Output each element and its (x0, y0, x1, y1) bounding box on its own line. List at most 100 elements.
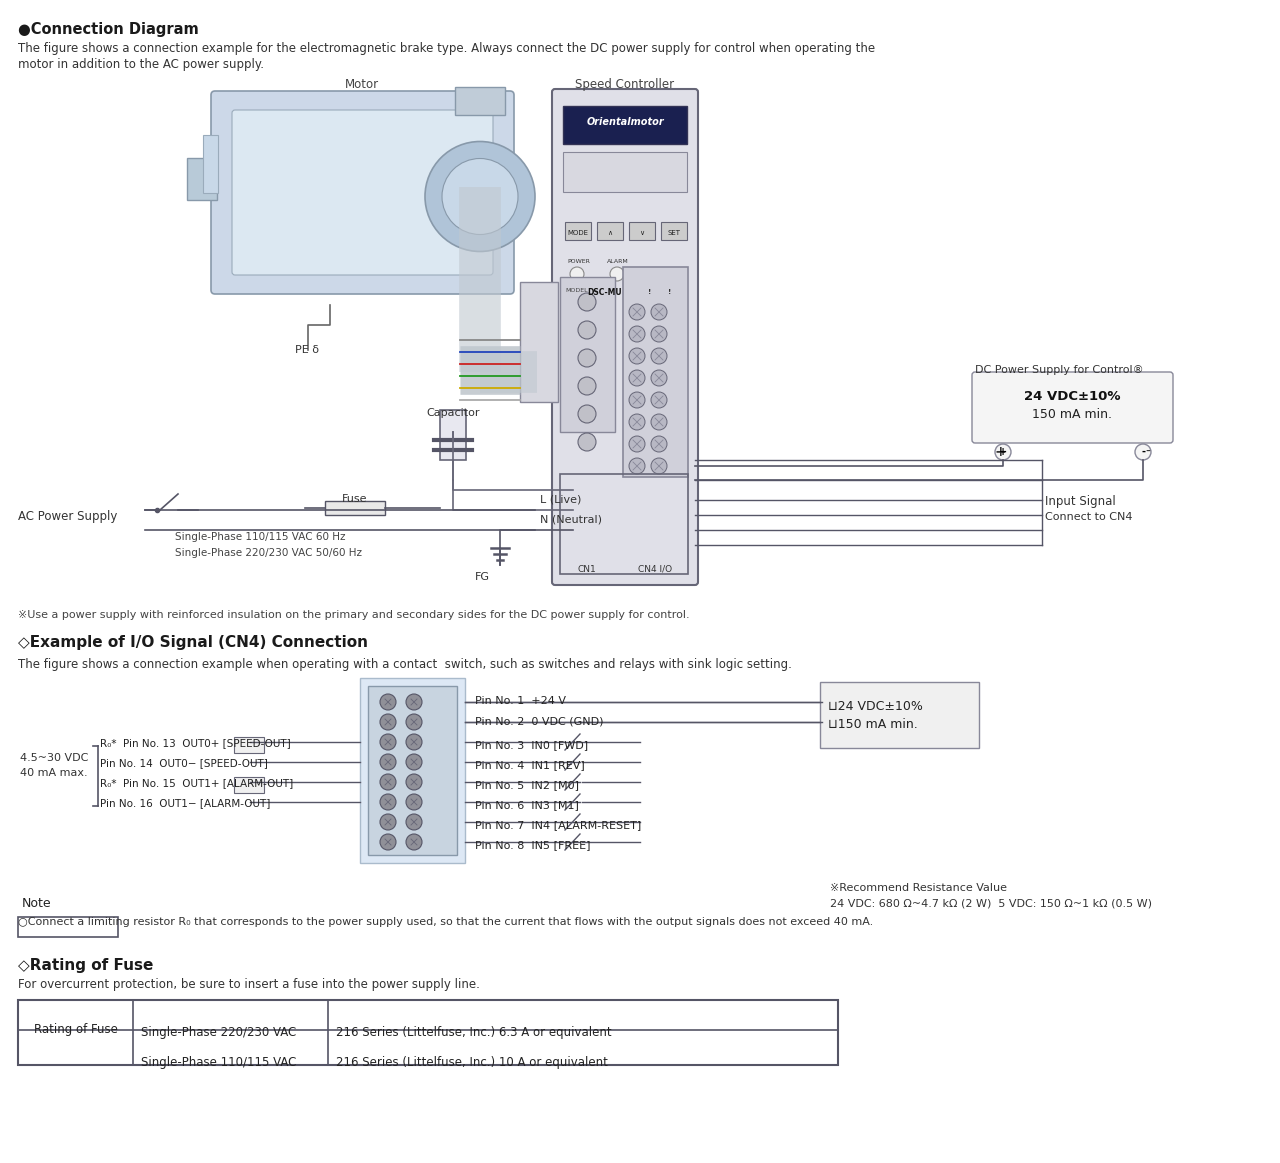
Text: R₀*  Pin No. 13  OUT0+ [SPEED-OUT]: R₀* Pin No. 13 OUT0+ [SPEED-OUT] (100, 739, 291, 748)
Circle shape (652, 304, 667, 320)
Bar (596, 222, 623, 240)
Circle shape (579, 405, 596, 423)
Bar (187, 158, 218, 200)
Bar (369, 686, 457, 855)
Text: Rating of Fuse: Rating of Fuse (33, 1023, 118, 1036)
Text: DC Power Supply for Control®: DC Power Supply for Control® (975, 365, 1143, 374)
Bar (360, 678, 465, 863)
Bar (623, 267, 689, 477)
Circle shape (425, 142, 535, 251)
Text: Motor: Motor (344, 78, 379, 91)
Text: !: ! (668, 288, 672, 295)
Text: The figure shows a connection example when operating with a contact  switch, suc: The figure shows a connection example wh… (18, 658, 792, 671)
Circle shape (652, 370, 667, 386)
Text: POWER: POWER (567, 259, 590, 264)
Circle shape (406, 775, 422, 790)
Text: ●Connection Diagram: ●Connection Diagram (18, 22, 198, 37)
Circle shape (406, 694, 422, 709)
Text: Pin No. 4  IN1 [REV]: Pin No. 4 IN1 [REV] (475, 759, 585, 770)
Text: Pin No. 3  IN0 [FWD]: Pin No. 3 IN0 [FWD] (475, 740, 588, 750)
Text: For overcurrent protection, be sure to insert a fuse into the power supply line.: For overcurrent protection, be sure to i… (18, 978, 480, 991)
Text: 216 Series (Littelfuse, Inc.) 10 A or equivalent: 216 Series (Littelfuse, Inc.) 10 A or eq… (335, 1056, 608, 1069)
FancyBboxPatch shape (211, 91, 515, 294)
Text: ∨: ∨ (640, 230, 645, 236)
Circle shape (579, 433, 596, 451)
Circle shape (406, 834, 422, 850)
Text: -: - (1140, 447, 1146, 457)
Circle shape (406, 734, 422, 750)
Bar (18, 1000, 838, 1065)
Text: ◇Example of I/O Signal (CN4) Connection: ◇Example of I/O Signal (CN4) Connection (18, 635, 369, 650)
Text: CN1: CN1 (577, 565, 596, 575)
Text: Single-Phase 220/230 VAC: Single-Phase 220/230 VAC (141, 1026, 296, 1039)
Text: ※Recommend Resistance Value: ※Recommend Resistance Value (829, 883, 1007, 893)
Bar (564, 222, 591, 240)
Text: MODE: MODE (567, 230, 589, 236)
Text: Pin No. 1  +24 V: Pin No. 1 +24 V (475, 695, 566, 706)
Text: Input Signal: Input Signal (1044, 495, 1116, 508)
Text: L (Live): L (Live) (540, 494, 581, 504)
Text: Capacitor: Capacitor (426, 408, 480, 418)
Text: ○Connect a limiting resistor R₀ that corresponds to the power supply used, so th: ○Connect a limiting resistor R₀ that cor… (18, 916, 873, 927)
Circle shape (628, 326, 645, 342)
FancyBboxPatch shape (552, 90, 698, 585)
Text: Pin No. 16  OUT1− [ALARM-OUT]: Pin No. 16 OUT1− [ALARM-OUT] (100, 798, 270, 808)
Text: SET: SET (667, 230, 681, 236)
Text: Note: Note (22, 897, 51, 909)
Bar (454, 87, 506, 115)
Text: Fuse: Fuse (342, 494, 367, 504)
Circle shape (380, 694, 396, 709)
Text: AC Power Supply: AC Power Supply (18, 511, 118, 523)
Text: Pin No. 8  IN5 [FREE]: Pin No. 8 IN5 [FREE] (475, 840, 590, 850)
Text: Pin No. 14  OUT0− [SPEED-OUT]: Pin No. 14 OUT0− [SPEED-OUT] (100, 758, 268, 768)
FancyBboxPatch shape (820, 682, 979, 748)
Circle shape (380, 734, 396, 750)
Text: Connect to CN4: Connect to CN4 (1044, 512, 1133, 522)
Text: The figure shows a connection example for the electromagnetic brake type. Always: The figure shows a connection example fo… (18, 42, 876, 55)
Circle shape (380, 834, 396, 850)
Circle shape (628, 414, 645, 430)
Polygon shape (639, 276, 660, 292)
Text: MODEL: MODEL (564, 288, 588, 293)
Text: ◇Rating of Fuse: ◇Rating of Fuse (18, 958, 154, 973)
Bar (18, 916, 118, 937)
Text: CN4 I/O: CN4 I/O (637, 565, 672, 575)
FancyBboxPatch shape (234, 737, 264, 752)
Circle shape (406, 754, 422, 770)
Text: N (Neutral): N (Neutral) (540, 514, 602, 525)
Circle shape (652, 348, 667, 364)
Text: Pin No. 2  0 VDC (GND): Pin No. 2 0 VDC (GND) (475, 716, 603, 726)
Circle shape (628, 458, 645, 475)
Circle shape (380, 814, 396, 830)
Text: ALARM: ALARM (607, 259, 628, 264)
Text: Pin No. 5  IN2 [M0]: Pin No. 5 IN2 [M0] (475, 780, 579, 790)
Text: ⊔24 VDC±10%: ⊔24 VDC±10% (828, 700, 923, 713)
Circle shape (406, 714, 422, 730)
Text: 24 VDC: 680 Ω~4.7 kΩ (2 W)  5 VDC: 150 Ω~1 kΩ (0.5 W): 24 VDC: 680 Ω~4.7 kΩ (2 W) 5 VDC: 150 Ω~… (829, 899, 1152, 909)
Circle shape (652, 392, 667, 408)
Text: !: ! (649, 288, 652, 295)
Text: motor in addition to the AC power supply.: motor in addition to the AC power supply… (18, 58, 264, 71)
Text: FG: FG (475, 572, 490, 582)
Text: R₀*  Pin No. 15  OUT1+ [ALARM-OUT]: R₀* Pin No. 15 OUT1+ [ALARM-OUT] (100, 778, 293, 789)
Text: ∧: ∧ (608, 230, 613, 236)
Text: Single-Phase 110/115 VAC 60 Hz: Single-Phase 110/115 VAC 60 Hz (175, 531, 346, 542)
Text: +: + (995, 445, 1006, 459)
Text: Pin No. 7  IN4 [ALARM-RESET]: Pin No. 7 IN4 [ALARM-RESET] (475, 820, 641, 830)
Text: 4.5~30 VDC: 4.5~30 VDC (20, 752, 88, 763)
Bar (563, 152, 687, 192)
Circle shape (1135, 444, 1151, 461)
Circle shape (406, 794, 422, 809)
Circle shape (652, 436, 667, 452)
Circle shape (652, 326, 667, 342)
Bar (325, 501, 385, 515)
Circle shape (380, 775, 396, 790)
FancyBboxPatch shape (972, 372, 1172, 443)
Circle shape (442, 158, 518, 235)
Text: 24 VDC±10%: 24 VDC±10% (1024, 390, 1120, 404)
Bar (660, 222, 687, 240)
Text: ⊔150 mA min.: ⊔150 mA min. (828, 718, 918, 732)
Text: Orientalmotor: Orientalmotor (586, 117, 664, 127)
Bar (440, 411, 466, 461)
Circle shape (570, 267, 584, 281)
